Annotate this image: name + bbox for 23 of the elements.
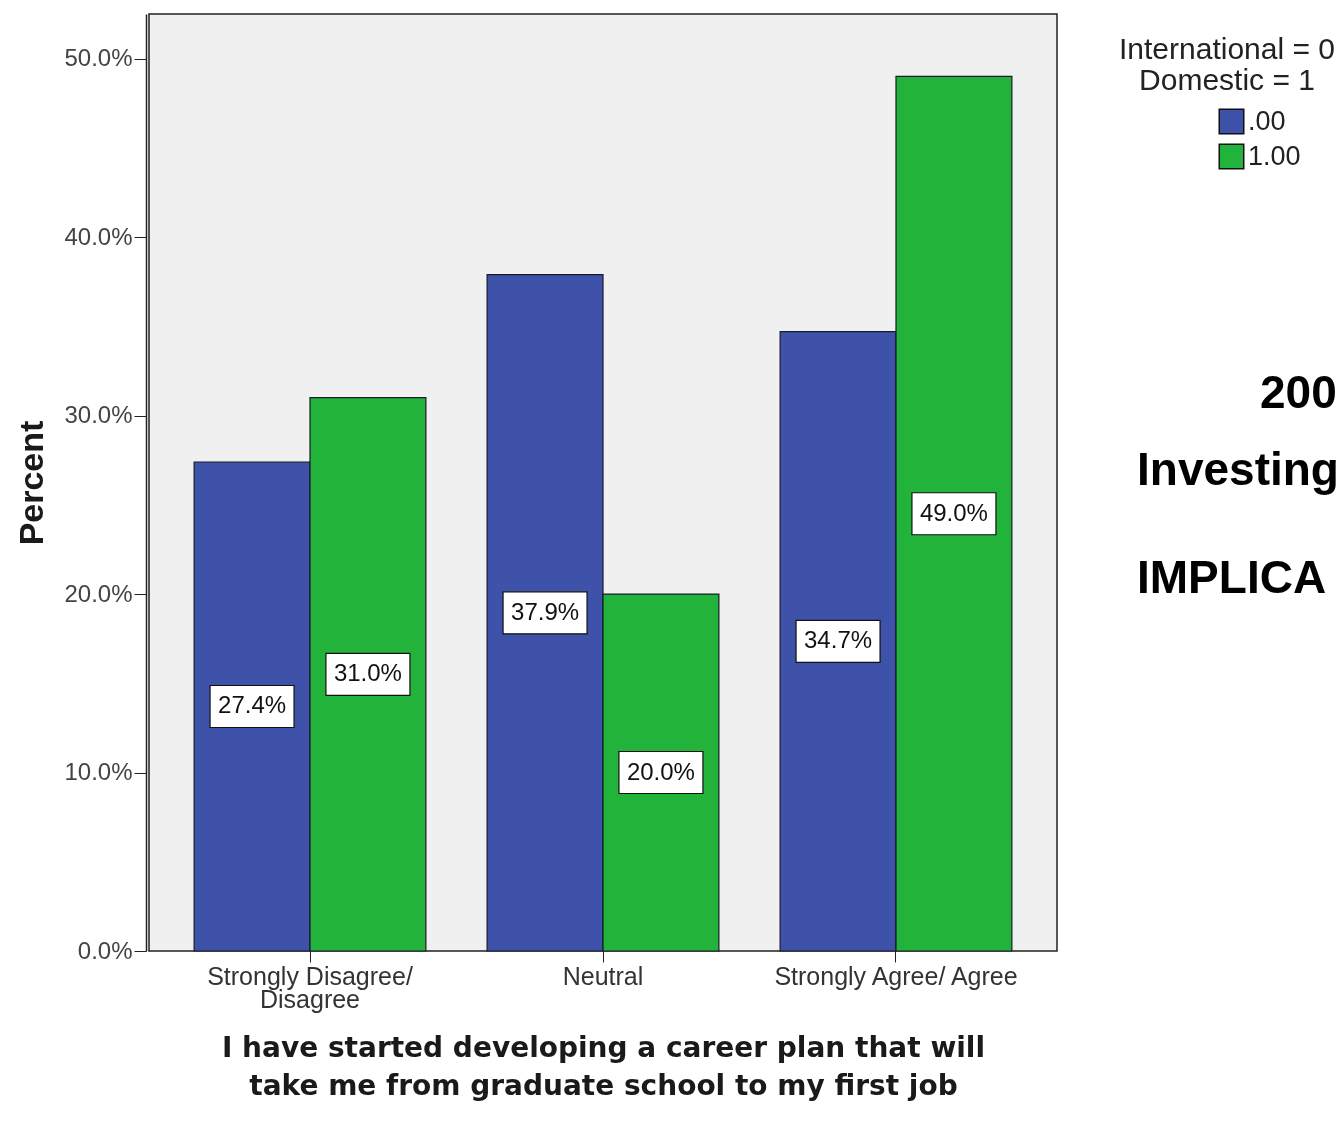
x-tick-label: Strongly Disagree/ Disagree: [207, 961, 413, 1013]
y-tick-label: 20.0%: [64, 579, 133, 607]
y-tick-label: 10.0%: [64, 758, 133, 786]
legend-label: 1.00: [1248, 140, 1301, 171]
legend-title: International = 0 Domestic = 1: [1119, 32, 1335, 96]
y-tick-label: 50.0%: [64, 44, 133, 72]
x-tick-label: Strongly Agree/ Agree: [774, 961, 1018, 990]
x-tick-label: Neutral: [562, 961, 644, 990]
data-label: 37.9%: [511, 597, 580, 625]
x-axis-title: I have started developing a career plan that will take me from graduate school to my first job: [221, 1030, 986, 1102]
y-tick-label: 40.0%: [64, 222, 133, 250]
data-label: 27.4%: [218, 691, 287, 719]
y-tick-label: 0.0%: [77, 936, 133, 964]
legend-label: .00: [1248, 105, 1286, 136]
y-axis-title: Percent: [12, 420, 51, 546]
data-label: 20.0%: [626, 757, 695, 785]
data-label: 49.0%: [919, 498, 988, 526]
text: 200: [1260, 366, 1337, 418]
data-label: 34.7%: [804, 626, 873, 654]
text: IMPLICA: [1137, 551, 1327, 603]
y-tick-label: 30.0%: [64, 401, 133, 429]
text: Investing: [1137, 443, 1339, 495]
data-label: 31.0%: [333, 659, 402, 687]
